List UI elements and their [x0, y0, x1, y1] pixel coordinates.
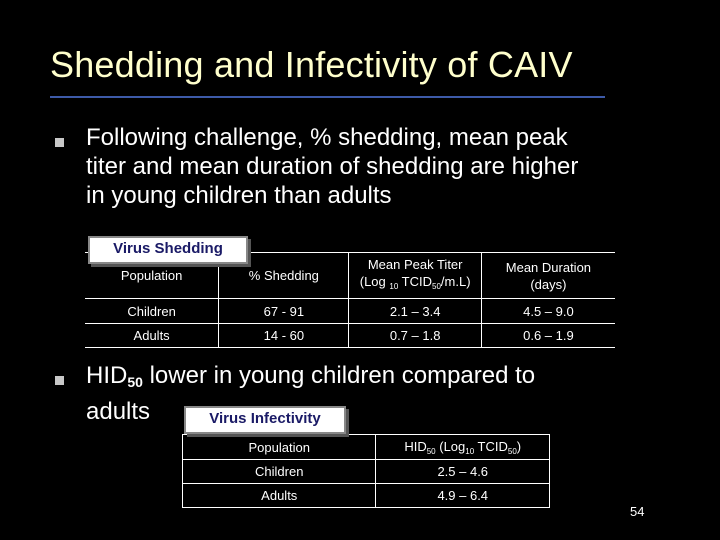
- page-number: 54: [630, 504, 645, 519]
- bullet-1-text: Following challenge, % shedding, mean pe…: [86, 123, 578, 210]
- bullet-1-line-1: Following challenge, % shedding, mean pe…: [86, 124, 568, 151]
- hid-pre: HID: [404, 438, 427, 454]
- infect-col-header-population-text: Population: [248, 439, 310, 455]
- title-underline: [50, 96, 605, 98]
- col-header-population: Population: [181, 434, 377, 460]
- infectivity-header-row: Population HID50 (Log10 TCID50): [181, 434, 550, 460]
- virus-infectivity-table: Population HID50 (Log10 TCID50) Children…: [181, 434, 550, 508]
- table-row: Adults 14 - 60 0.7 – 1.8 0.6 – 1.9: [85, 323, 615, 348]
- table-row: Children 2.5 – 4.6: [181, 459, 550, 484]
- peak-titer-post: /m.L): [440, 274, 471, 289]
- hid-mid: (Log: [435, 438, 466, 454]
- bullet-1-line-3: in young children than adults: [86, 182, 392, 209]
- hid-mid-2: TCID: [474, 438, 508, 454]
- virus-infectivity-label: Virus Infectivity: [184, 406, 346, 434]
- bullet-2-line-2: adults: [86, 398, 151, 425]
- slide-title: Shedding and Infectivity of CAIV: [50, 44, 573, 85]
- cell-population: Children: [85, 298, 219, 324]
- bullet-2-hid-sub: 50: [127, 374, 143, 390]
- hid-sub-2: 10: [465, 446, 475, 456]
- cell-population: Adults: [181, 483, 377, 508]
- cell-duration: 0.6 – 1.9: [480, 323, 615, 348]
- cell-shedding: 14 - 60: [218, 323, 349, 348]
- bullet-marker-1: [55, 138, 64, 147]
- bullet-2-hid: HID: [86, 362, 128, 389]
- virus-shedding-table: Population % Shedding Mean Peak Titer (L…: [85, 252, 615, 348]
- peak-titer-mid: TCID: [398, 274, 433, 289]
- col-header-duration: Mean Duration (days): [480, 252, 615, 299]
- bullet-2-post: lower in young children compared to: [142, 362, 536, 389]
- hid-sub-1: 50: [426, 446, 436, 456]
- duration-line-2: (days): [530, 276, 567, 292]
- col-header-population-text: Population: [120, 268, 183, 283]
- cell-peak-titer: 0.7 – 1.8: [348, 323, 482, 348]
- col-header-peak-titer: Mean Peak Titer (Log 10 TCID50/m.L): [348, 252, 482, 299]
- table-row: Children 67 - 91 2.1 – 3.4 4.5 – 9.0: [85, 298, 615, 324]
- duration-line-1: Mean Duration: [505, 259, 592, 275]
- peak-titer-sub-1: 10: [389, 282, 399, 291]
- col-header-shedding-text: % Shedding: [248, 268, 319, 283]
- cell-hid50: 4.9 – 6.4: [375, 483, 550, 508]
- col-header-hid50: HID50 (Log10 TCID50): [375, 434, 550, 460]
- hid-sub-3: 50: [507, 446, 517, 456]
- peak-titer-line-2: (Log 10 TCID50/m.L): [349, 273, 480, 295]
- cell-duration: 4.5 – 9.0: [480, 298, 615, 324]
- cell-population: Children: [181, 459, 377, 484]
- cell-shedding: 67 - 91: [218, 298, 349, 324]
- peak-titer-sub-2: 50: [432, 282, 441, 291]
- bullet-2-line-1: HID50 lower in young children compared t…: [86, 361, 535, 397]
- virus-shedding-label: Virus Shedding: [88, 236, 248, 264]
- bullet-2-text: HID50 lower in young children compared t…: [86, 361, 535, 426]
- bullet-marker-2: [55, 376, 64, 385]
- cell-population: Adults: [85, 323, 219, 348]
- table-row: Adults 4.9 – 6.4: [181, 483, 550, 508]
- cell-peak-titer: 2.1 – 3.4: [348, 298, 482, 324]
- bullet-1-line-2: titer and mean duration of shedding are …: [86, 153, 579, 180]
- peak-titer-pre: (Log: [359, 274, 390, 289]
- hid-post: ): [516, 438, 522, 454]
- cell-hid50: 2.5 – 4.6: [375, 459, 550, 484]
- peak-titer-line-1: Mean Peak Titer: [367, 257, 463, 272]
